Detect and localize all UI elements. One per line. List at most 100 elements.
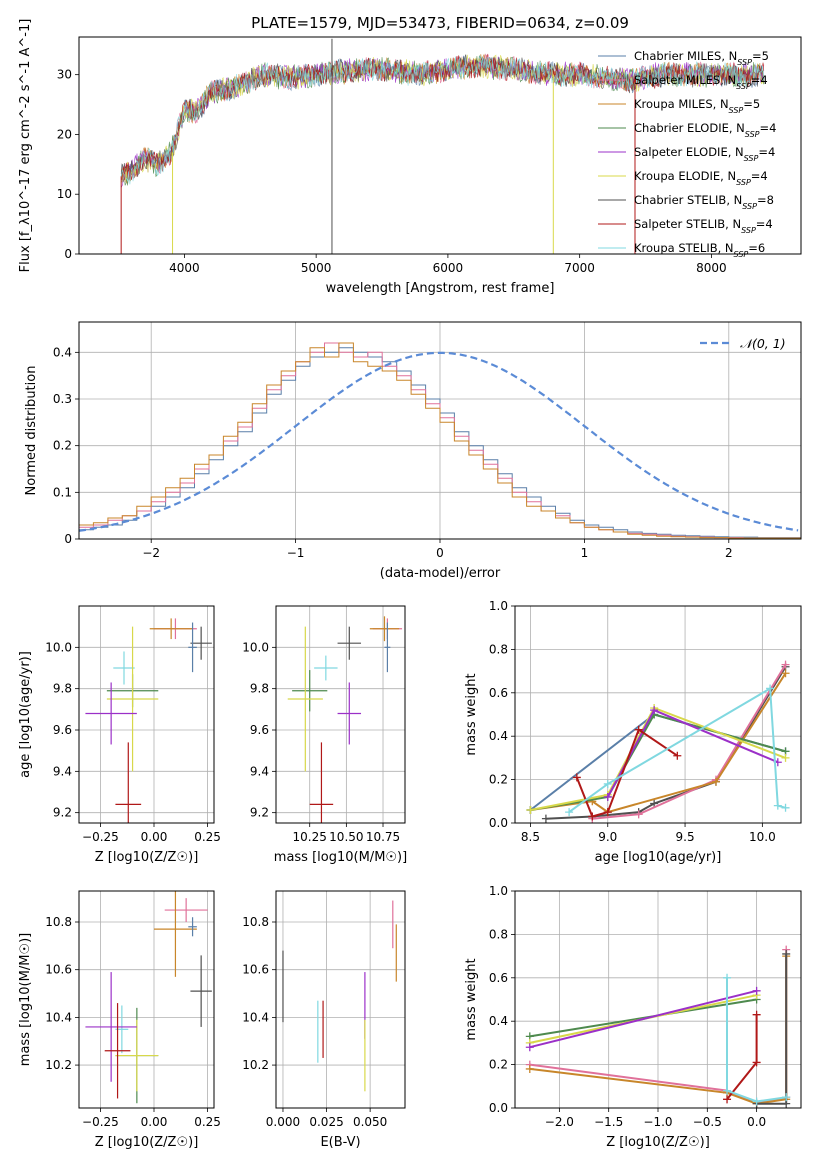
errorbar-point xyxy=(287,626,323,772)
weight-marker xyxy=(752,1010,761,1019)
y-tick-label: 9.8 xyxy=(53,682,72,696)
weight-marker xyxy=(766,684,775,693)
x-tick-label: −0.5 xyxy=(693,1115,722,1129)
x-axis-label: (data-model)/error xyxy=(380,566,501,581)
x-axis-label: Z [log10(Z/Z☉)] xyxy=(95,850,199,865)
y-tick-label: 9.2 xyxy=(53,806,72,820)
y-tick-label: 0.6 xyxy=(489,686,508,700)
weight-marker xyxy=(634,725,643,734)
legend-label: Chabrier STELIB, NSSP=8 xyxy=(634,193,774,211)
weight-marker xyxy=(782,949,791,958)
weight-marker xyxy=(650,706,659,715)
weight-line xyxy=(756,953,788,1105)
errorbar-point xyxy=(292,670,328,712)
y-tick-label: 0.2 xyxy=(489,773,508,787)
x-tick-label: 4000 xyxy=(169,261,200,275)
x-axis-label: E(B-V) xyxy=(320,1135,360,1150)
weight-marker xyxy=(752,1058,761,1067)
x-tick-label: 0.000 xyxy=(266,1115,300,1129)
y-tick-label: 0.0 xyxy=(489,1101,508,1115)
weight-marker xyxy=(723,973,732,982)
errorbar-point xyxy=(104,1003,131,1099)
x-axis-label: Z [log10(Z/Z☉)] xyxy=(95,1135,199,1150)
y-tick-label: 0.0 xyxy=(489,816,508,830)
plot-area-age_vs_Z xyxy=(85,618,212,823)
weight-marker xyxy=(723,1095,732,1104)
x-tick-label: 8000 xyxy=(696,261,727,275)
figure-title: PLATE=1579, MJD=53473, FIBERID=0634, z=0… xyxy=(251,14,629,32)
y-tick-label: 9.2 xyxy=(250,806,269,820)
weight-marker xyxy=(525,1064,534,1073)
weight-marker xyxy=(711,777,720,786)
axes-frame xyxy=(78,605,215,824)
x-tick-label: 8.5 xyxy=(521,830,540,844)
spectrum-line xyxy=(120,55,765,185)
plot-area-residuals xyxy=(79,342,801,539)
x-tick-label: 1 xyxy=(581,546,589,560)
x-tick-label: −0.25 xyxy=(82,830,119,844)
y-axis-label: Normed distribution xyxy=(24,366,39,496)
errorbar-point xyxy=(369,616,400,642)
errorbar-point xyxy=(154,891,197,977)
y-tick-label: 10.8 xyxy=(45,915,72,929)
panel-mass_vs_EBV: 0.000 0.025 0.050 10.2 10.4 10.6 10.8 E(B-V) xyxy=(242,890,406,1150)
errorbar-point xyxy=(106,626,159,772)
y-tick-label: 0.4 xyxy=(489,729,508,743)
legend-label: Salpeter STELIB, NSSP=4 xyxy=(634,217,773,235)
y-tick-label: 9.6 xyxy=(250,723,269,737)
weight-line xyxy=(592,664,787,820)
errorbar-point xyxy=(337,626,362,660)
y-tick-label: 30 xyxy=(57,68,72,82)
weight-marker xyxy=(781,669,790,678)
errorbar-point xyxy=(384,622,391,673)
errorbar-point xyxy=(309,742,334,823)
y-tick-label: 10.2 xyxy=(242,1058,269,1072)
x-axis-label: Z [log10(Z/Z☉)] xyxy=(606,1135,710,1150)
x-tick-label: 0.00 xyxy=(141,1115,168,1129)
x-tick-label: 0.050 xyxy=(353,1115,387,1129)
y-tick-label: 1.0 xyxy=(489,884,508,898)
legend-label: Salpeter ELODIE, NSSP=4 xyxy=(634,145,775,163)
x-tick-label: 0.00 xyxy=(141,830,168,844)
x-tick-label: 0.025 xyxy=(309,1115,343,1129)
panel-mass_vs_Z: −0.25 0.00 0.25 10.2 10.4 10.6 10.8 Z [log10(Z/… xyxy=(18,890,221,1150)
legend-label: Kroupa ELODIE, NSSP=4 xyxy=(634,169,768,187)
y-tick-label: 0.6 xyxy=(489,971,508,985)
weight-line xyxy=(726,977,787,1103)
x-tick-label: −1.0 xyxy=(643,1115,672,1129)
spectrum-line xyxy=(120,53,765,181)
axes-frame xyxy=(514,605,802,824)
x-axis-label: mass [log10(M/M☉)] xyxy=(274,850,407,865)
x-axis-label: age [log10(age/yr)] xyxy=(595,850,722,865)
y-axis-label: mass weight xyxy=(464,673,479,755)
weight-marker xyxy=(781,803,790,812)
y-tick-label: 10.4 xyxy=(45,1010,72,1024)
y-tick-label: 10.4 xyxy=(242,1010,269,1024)
y-tick-label: 0.3 xyxy=(53,392,72,406)
legend-label: Kroupa STELIB, NSSP=6 xyxy=(634,241,765,259)
y-tick-label: 0 xyxy=(64,247,72,261)
weight-marker xyxy=(603,808,612,817)
errorbar-point xyxy=(115,742,142,823)
normal-curve xyxy=(79,351,799,532)
weight-marker xyxy=(603,792,612,801)
panel-age_vs_mass: 10.25 10.50 10.75 9.2 9.4 9.6 9.8 10.0 mass [log… xyxy=(242,605,407,865)
y-tick-label: 0.2 xyxy=(53,439,72,453)
weight-marker xyxy=(752,1097,761,1106)
plot-area-mass_vs_Z xyxy=(85,891,212,1104)
panel-weight_vs_Z: −2.0 −1.5 −1.0 −0.5 0.0 0.0 0.2 0.4 0.6 0.8 1.0 Z [… xyxy=(464,884,802,1150)
weight-marker xyxy=(723,1086,732,1095)
legend-label: Kroupa MILES, NSSP=5 xyxy=(634,97,760,115)
weight-line xyxy=(726,1014,758,1100)
axes-frame xyxy=(275,890,406,1109)
x-tick-label: 5000 xyxy=(301,261,332,275)
y-tick-label: 0.1 xyxy=(53,485,72,499)
legend-label: 𝒩(0, 1) xyxy=(740,336,786,351)
errorbar-point xyxy=(164,898,208,922)
x-tick-label: −2 xyxy=(142,546,160,560)
weight-marker xyxy=(525,1043,534,1052)
errorbar-point xyxy=(314,655,338,681)
weight-marker xyxy=(603,779,612,788)
y-tick-label: 0.4 xyxy=(53,345,72,359)
y-tick-label: 10.6 xyxy=(242,963,269,977)
